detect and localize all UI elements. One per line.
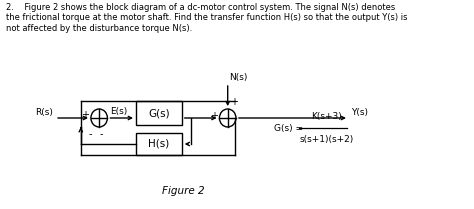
Text: K(s+3): K(s+3) <box>311 112 342 121</box>
Text: Figure 2: Figure 2 <box>162 186 205 196</box>
Text: E(s): E(s) <box>110 107 128 116</box>
Text: 2.    Figure 2 shows the block diagram of a dc-motor control system. The signal : 2. Figure 2 shows the block diagram of a… <box>6 3 407 33</box>
Text: H(s): H(s) <box>148 139 170 149</box>
Text: R(s): R(s) <box>36 108 53 117</box>
Bar <box>136 133 182 155</box>
Text: +: + <box>210 111 218 121</box>
Text: G(s): G(s) <box>148 108 170 118</box>
Text: s(s+1)(s+2): s(s+1)(s+2) <box>300 135 354 144</box>
Text: G(s) =: G(s) = <box>273 124 305 133</box>
Bar <box>136 101 182 125</box>
Text: Y(s): Y(s) <box>351 108 368 117</box>
Text: -: - <box>88 129 92 139</box>
Text: N(s): N(s) <box>229 73 248 82</box>
Text: +: + <box>229 97 237 107</box>
Text: +: + <box>81 110 89 120</box>
Text: -: - <box>99 129 103 139</box>
